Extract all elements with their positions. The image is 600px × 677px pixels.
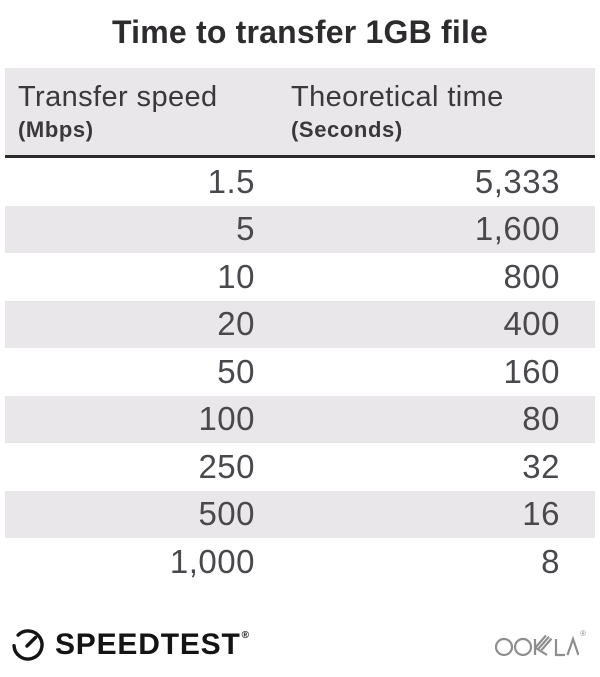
table-row: 10 800 [5, 253, 595, 301]
table-row: 5 1,600 [5, 205, 595, 253]
column-header-unit: (Seconds) [291, 117, 403, 143]
table-row: 1,000 8 [5, 538, 595, 586]
speedtest-logo: SPEEDTEST ® [10, 627, 250, 663]
table-row: 500 16 [5, 490, 595, 538]
speedtest-wordmark: SPEEDTEST ® [55, 630, 250, 660]
speed-cell: 250 [198, 447, 255, 485]
time-cell: 160 [503, 352, 560, 390]
registered-trademark-icon: ® [241, 630, 250, 641]
time-cell: 16 [522, 495, 560, 533]
transfer-time-table: Transfer speed (Mbps) Theoretical time (… [5, 68, 595, 586]
time-cell: 800 [503, 257, 560, 295]
time-cell: 80 [522, 400, 560, 438]
table-row: 50 160 [5, 348, 595, 396]
column-header-label: Transfer speed [18, 81, 218, 113]
ookla-wordmark-icon [495, 631, 580, 659]
speed-cell: 10 [217, 257, 255, 295]
registered-trademark-icon: ® [580, 629, 586, 638]
time-cell: 5,333 [474, 162, 560, 200]
table-row: 1.5 5,333 [5, 158, 595, 206]
time-cell: 1,600 [474, 210, 560, 248]
speed-cell: 100 [198, 400, 255, 438]
column-header-label: Theoretical time [291, 81, 504, 113]
footer: SPEEDTEST ® OOKLA ® [0, 617, 600, 677]
ookla-logo: OOKLA ® [495, 629, 586, 659]
table-row: 250 32 [5, 443, 595, 491]
speed-cell: 1.5 [207, 162, 255, 200]
column-header-theoretical-time: Theoretical time (Seconds) [255, 68, 595, 155]
time-cell: 400 [503, 305, 560, 343]
page-title: Time to transfer 1GB file [111, 14, 489, 50]
speed-cell: 1,000 [169, 542, 255, 580]
speed-cell: 50 [217, 352, 255, 390]
speed-cell: 20 [217, 305, 255, 343]
table-row: 100 80 [5, 395, 595, 443]
speed-cell: 5 [236, 210, 255, 248]
time-cell: 32 [522, 447, 560, 485]
column-header-unit: (Mbps) [18, 117, 94, 143]
table-body: 1.5 5,333 5 1,600 10 800 20 400 50 160 1… [5, 158, 595, 586]
column-header-transfer-speed: Transfer speed (Mbps) [5, 68, 255, 155]
table-header-row: Transfer speed (Mbps) Theoretical time (… [5, 68, 595, 155]
speedtest-gauge-icon [10, 627, 46, 663]
time-cell: 8 [541, 542, 560, 580]
speed-cell: 500 [198, 495, 255, 533]
speedtest-label: SPEEDTEST [55, 628, 241, 661]
table-row: 20 400 [5, 300, 595, 348]
header-divider-rule [5, 155, 595, 158]
